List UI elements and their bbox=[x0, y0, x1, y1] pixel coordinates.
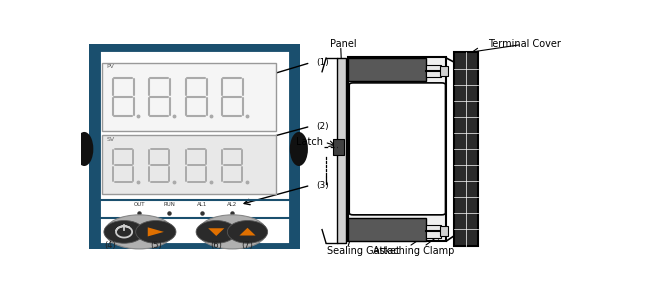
Text: OUT: OUT bbox=[133, 202, 145, 207]
Text: (7): (7) bbox=[242, 241, 254, 250]
Ellipse shape bbox=[290, 132, 308, 166]
Bar bbox=[348, 218, 426, 241]
Bar bbox=[337, 58, 346, 243]
Text: (1): (1) bbox=[317, 58, 330, 67]
Ellipse shape bbox=[105, 215, 174, 249]
Bar bbox=[348, 58, 426, 81]
Polygon shape bbox=[239, 228, 255, 235]
Ellipse shape bbox=[196, 221, 237, 243]
Bar bbox=[348, 57, 447, 241]
Text: (3): (3) bbox=[317, 181, 330, 190]
Bar bbox=[98, 49, 291, 245]
Text: Attaching Clamp: Attaching Clamp bbox=[373, 246, 454, 256]
Bar bbox=[333, 139, 344, 155]
Polygon shape bbox=[148, 227, 164, 236]
Bar bbox=[426, 225, 441, 237]
Text: Panel: Panel bbox=[330, 39, 356, 49]
Bar bbox=[103, 135, 276, 194]
Ellipse shape bbox=[75, 132, 94, 166]
Bar bbox=[426, 65, 441, 77]
Text: SV: SV bbox=[107, 137, 114, 142]
Polygon shape bbox=[208, 228, 224, 236]
FancyBboxPatch shape bbox=[349, 83, 445, 215]
Bar bbox=[454, 53, 478, 245]
Ellipse shape bbox=[136, 221, 176, 243]
Text: RUN: RUN bbox=[163, 202, 176, 207]
Bar bbox=[98, 49, 291, 245]
Text: Sealing Gasket: Sealing Gasket bbox=[327, 246, 400, 256]
Ellipse shape bbox=[104, 221, 144, 243]
Bar bbox=[441, 66, 448, 76]
Text: Terminal Cover: Terminal Cover bbox=[488, 39, 561, 49]
Bar bbox=[441, 226, 448, 236]
Bar bbox=[89, 45, 300, 249]
Text: Latch: Latch bbox=[296, 137, 323, 147]
Bar bbox=[103, 63, 276, 131]
Ellipse shape bbox=[198, 215, 266, 249]
Text: (5): (5) bbox=[150, 241, 162, 250]
Text: (6): (6) bbox=[211, 241, 222, 250]
Text: (2): (2) bbox=[317, 122, 329, 131]
Text: (4): (4) bbox=[105, 241, 116, 250]
Text: AL1: AL1 bbox=[197, 202, 207, 207]
Text: AL2: AL2 bbox=[227, 202, 237, 207]
Text: PV: PV bbox=[107, 65, 114, 70]
Ellipse shape bbox=[227, 221, 268, 243]
